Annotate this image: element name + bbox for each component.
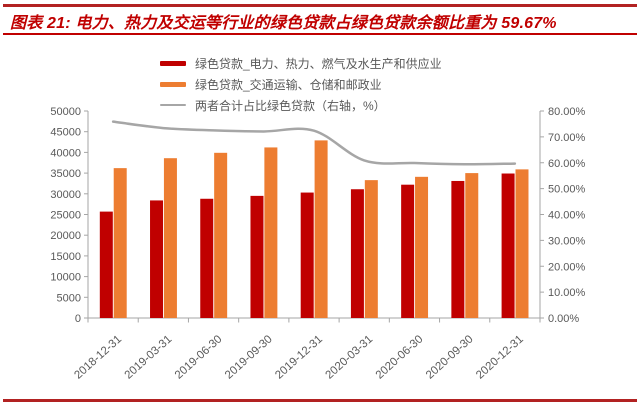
left-axis-tick-label: 10000	[50, 272, 81, 284]
legend-label-transport: 绿色贷款_交通运输、仓储和邮政业	[195, 77, 382, 92]
left-axis-tick-label: 15000	[50, 251, 81, 263]
legend-label-electricity: 绿色贷款_电力、热力、燃气及水生产和供应业	[195, 56, 442, 71]
right-axis-tick-label: 70.00%	[548, 132, 586, 144]
left-axis-tick-label: 5000	[57, 292, 81, 304]
bar	[515, 169, 529, 318]
right-axis-tick-label: 20.00%	[548, 261, 586, 273]
bars-transport	[113, 140, 529, 318]
right-axis-tick-label: 30.00%	[548, 235, 586, 247]
right-axis: 0.00% 10.00% 20.00% 30.00% 40.00% 50.00% 60.00…	[539, 106, 586, 325]
legend-item-ratio-line: 两者合计占比绿色贷款（右轴，%）	[160, 98, 442, 113]
title-underline	[3, 33, 637, 35]
chart-legend: 绿色贷款_电力、热力、燃气及水生产和供应业 绿色贷款_交通运输、仓储和邮政业 两…	[160, 56, 442, 113]
x-axis-category-label: 2020-09-30	[424, 333, 476, 381]
bottom-border-line	[3, 399, 637, 402]
legend-item-electricity: 绿色贷款_电力、热力、燃气及水生产和供应业	[160, 56, 442, 71]
x-axis-category-label: 2020-12-31	[474, 333, 526, 381]
bar	[364, 180, 378, 318]
left-axis-tick-label: 20000	[50, 230, 81, 242]
bar	[451, 180, 465, 318]
right-axis-tick-label: 10.00%	[548, 287, 586, 299]
legend-label-ratio-line: 两者合计占比绿色贷款（右轴，%）	[195, 98, 386, 113]
transport-series-swatch-icon	[160, 81, 186, 87]
bar	[401, 184, 415, 318]
bar	[150, 200, 164, 318]
x-axis-category-label: 2020-03-31	[323, 333, 375, 381]
x-axis-category-label: 2019-06-30	[173, 333, 225, 381]
right-axis-tick-label: 80.00%	[548, 106, 586, 118]
bar	[163, 158, 177, 318]
bar	[350, 189, 364, 318]
x-axis-category-label: 2019-03-31	[123, 333, 175, 381]
x-axis-category-label: 2018-12-31	[72, 333, 124, 381]
left-axis-tick-label: 25000	[50, 210, 81, 222]
ratio-line	[111, 120, 517, 166]
left-axis-tick-label: 0	[75, 313, 81, 325]
x-axis-category-label: 2019-12-31	[273, 333, 325, 381]
electricity-series-swatch-icon	[160, 60, 186, 66]
x-axis-category-label: 2019-09-30	[223, 333, 275, 381]
bar	[99, 211, 113, 318]
legend-item-transport: 绿色贷款_交通运输、仓储和邮政业	[160, 77, 442, 92]
bar	[264, 147, 278, 318]
bar	[314, 140, 328, 318]
right-axis-tick-label: 40.00%	[548, 210, 586, 222]
x-axis: 2018-12-312019-03-312019-06-302019-09-30…	[72, 317, 541, 382]
bar	[200, 198, 214, 318]
bar	[415, 176, 429, 318]
ratio-line-swatch-icon	[160, 103, 186, 107]
left-axis: 0 5000 10000 15000 20000 25000 30000 35000 40000…	[50, 106, 89, 325]
figure-title: 图表 21: 电力、热力及交运等行业的绿色贷款占绿色贷款余额比重为 59.67%	[10, 15, 557, 32]
left-axis-tick-label: 45000	[50, 127, 81, 139]
left-axis-tick-label: 40000	[50, 147, 81, 159]
bars-electricity	[99, 173, 515, 318]
x-axis-category-label: 2020-06-30	[374, 333, 426, 381]
right-axis-tick-label: 0.00%	[548, 313, 579, 325]
left-axis-tick-label: 50000	[50, 106, 81, 118]
bar	[501, 173, 515, 318]
bar	[465, 173, 479, 318]
bar	[113, 168, 127, 318]
right-axis-tick-label: 50.00%	[548, 184, 586, 196]
left-axis-tick-label: 30000	[50, 189, 81, 201]
left-axis-tick-label: 35000	[50, 168, 81, 180]
bar	[300, 192, 314, 318]
bar	[214, 152, 228, 318]
bar	[250, 195, 264, 318]
top-border-line	[3, 4, 637, 7]
right-axis-tick-label: 60.00%	[548, 158, 586, 170]
